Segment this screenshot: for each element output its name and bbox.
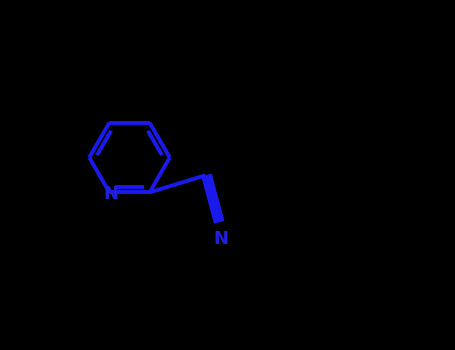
Text: N: N — [104, 185, 119, 203]
Text: N: N — [213, 230, 228, 248]
